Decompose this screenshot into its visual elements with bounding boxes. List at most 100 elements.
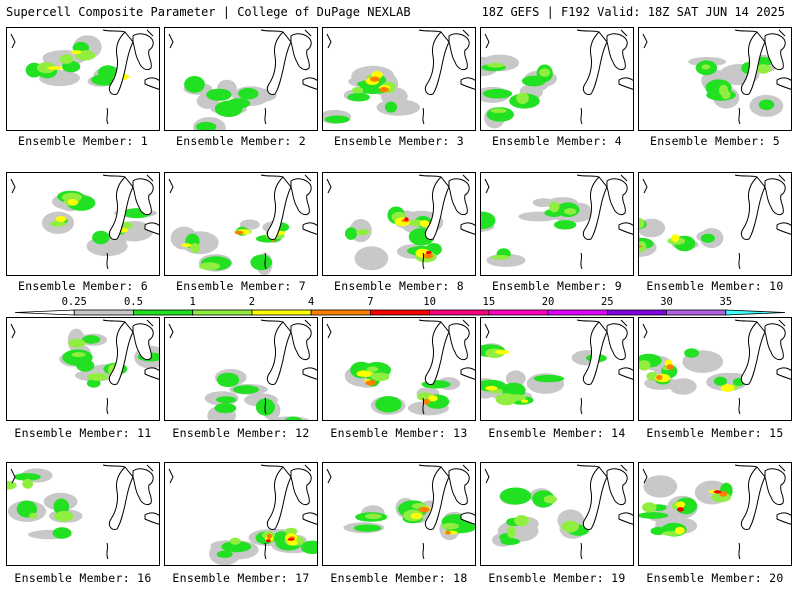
- river-outline: [738, 252, 741, 270]
- river-outline: [580, 542, 583, 560]
- scp-shade: [553, 220, 577, 230]
- ensemble-map-panel: [480, 27, 634, 131]
- scp-shade: [713, 490, 722, 494]
- legend-tick-label: 35: [719, 296, 733, 308]
- river-outline: [738, 397, 741, 415]
- river-outline: [422, 397, 425, 415]
- color-scale-legend: [14, 309, 786, 316]
- scp-shade: [36, 62, 56, 74]
- scp-shade: [718, 84, 729, 96]
- scp-shade: [500, 538, 520, 545]
- scp-shade: [491, 255, 511, 260]
- colorbar-segment: [369, 309, 431, 316]
- scp-shade: [29, 512, 38, 519]
- scp-shade: [49, 221, 67, 227]
- river-outline: [422, 252, 425, 270]
- scp-shade: [428, 395, 438, 402]
- scp-shade: [677, 507, 684, 512]
- scp-contour-layer: [418, 506, 451, 535]
- scp-shade: [238, 88, 259, 100]
- scp-shade: [543, 495, 557, 504]
- scp-shade: [422, 253, 434, 259]
- scp-shade: [701, 64, 711, 70]
- scp-shade: [59, 54, 74, 64]
- scp-contour-layer: [404, 217, 432, 255]
- scp-shade: [720, 384, 735, 392]
- scp-shade: [514, 515, 529, 527]
- scp-shade: [92, 230, 110, 245]
- scp-shade: [719, 491, 728, 497]
- scp-contour-layer: [486, 62, 551, 113]
- scp-shade: [250, 254, 272, 271]
- river-outline: [738, 542, 741, 560]
- scp-contour-layer: [506, 495, 579, 539]
- scp-shade: [214, 403, 237, 414]
- scp-shade: [354, 246, 389, 271]
- scp-shade: [700, 233, 715, 243]
- scp-shade: [375, 396, 402, 413]
- ensemble-member-label: Ensemble Member: 8: [333, 279, 465, 293]
- ensemble-map-panel: [322, 172, 476, 276]
- scp-shade: [206, 88, 232, 101]
- scp-contour-layer: [350, 361, 451, 413]
- scp-shade: [265, 539, 271, 543]
- river-outline: [264, 107, 267, 125]
- scp-shade: [404, 217, 409, 221]
- great-lakes-outline: [326, 29, 475, 95]
- ensemble-map-panel: [638, 27, 792, 131]
- scp-shade: [371, 372, 390, 382]
- scp-shade: [642, 502, 657, 513]
- scp-contour-layer: [485, 349, 529, 403]
- scp-shade: [756, 64, 771, 74]
- scp-shade: [199, 262, 221, 271]
- ensemble-map-panel: [322, 317, 476, 421]
- scp-shade: [650, 526, 667, 536]
- scp-shade: [533, 374, 565, 383]
- legend-tick-label: 7: [367, 296, 374, 308]
- scp-shade: [284, 416, 302, 420]
- scp-shade: [494, 349, 510, 355]
- scp-shade: [234, 230, 244, 235]
- scp-shade: [353, 524, 382, 532]
- river-outline: [106, 397, 109, 415]
- scp-shade: [505, 370, 526, 387]
- great-lakes-outline: [484, 29, 633, 95]
- ensemble-member-label: Ensemble Member: 16: [14, 571, 152, 585]
- scp-shade: [7, 480, 17, 490]
- colorbar-segment: [725, 309, 786, 316]
- great-lakes-outline: [10, 29, 159, 95]
- ensemble-member-label: Ensemble Member: 2: [175, 134, 307, 148]
- river-outline: [106, 252, 109, 270]
- scp-shade: [418, 506, 430, 513]
- scp-shade: [347, 92, 370, 102]
- river-outline: [580, 397, 583, 415]
- scp-shade: [86, 378, 101, 388]
- great-lakes-outline: [642, 319, 791, 385]
- ensemble-map-panel: [480, 462, 634, 566]
- river-outline: [580, 107, 583, 125]
- scp-shade: [266, 533, 272, 540]
- scp-shade: [758, 99, 775, 111]
- colorbar-segment: [251, 309, 312, 316]
- ensemble-member-label: Ensemble Member: 13: [330, 426, 468, 440]
- river-outline: [264, 252, 267, 270]
- scp-shade: [674, 526, 685, 535]
- scp-shade: [227, 98, 251, 109]
- scp-shade: [521, 75, 546, 87]
- scp-shade: [216, 396, 237, 404]
- scp-shade: [284, 527, 298, 535]
- scp-shade: [639, 360, 651, 371]
- great-lakes-outline: [484, 464, 633, 530]
- legend-tick-label: 15: [482, 296, 496, 308]
- scp-shade: [499, 487, 532, 505]
- scp-shade: [639, 233, 640, 239]
- scp-shade: [71, 352, 86, 358]
- scp-shade: [324, 115, 350, 124]
- ensemble-map-panel: [164, 462, 318, 566]
- scp-shade: [71, 50, 82, 55]
- scp-shade: [490, 108, 507, 113]
- ensemble-map-panel: [6, 317, 160, 421]
- scp-shade: [369, 76, 380, 82]
- colorbar-segment: [133, 309, 194, 316]
- ensemble-map-panel: [6, 462, 160, 566]
